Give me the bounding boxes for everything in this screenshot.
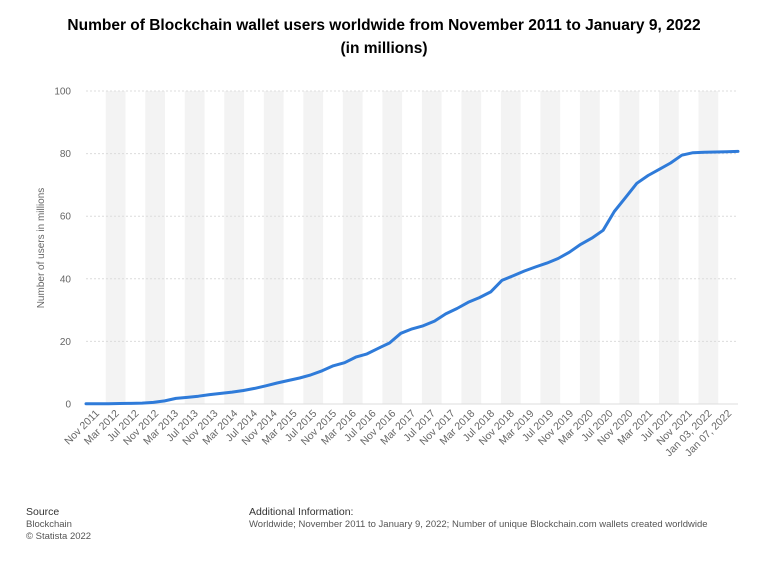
background-band	[303, 91, 324, 404]
additional-info-heading: Additional Information:	[249, 506, 354, 518]
background-band	[579, 91, 600, 404]
source-block: Source Blockchain © Statista 2022	[26, 506, 91, 543]
background-band	[382, 91, 403, 404]
additional-info-block: Additional Information: Worldwide; Novem…	[249, 506, 708, 531]
gridlines	[86, 90, 738, 405]
background-band	[263, 91, 284, 404]
background-bands	[105, 91, 719, 404]
background-band	[540, 91, 561, 404]
background-band	[421, 91, 442, 404]
source-name: Blockchain	[26, 519, 72, 530]
background-band	[342, 91, 363, 404]
series-line	[84, 149, 740, 406]
background-band	[698, 91, 719, 404]
y-tick-label: 100	[54, 87, 71, 98]
y-tick-label: 60	[60, 212, 72, 223]
background-band	[461, 91, 482, 404]
chart-title: Number of Blockchain wallet users worldw…	[0, 14, 768, 60]
y-tick-label: 20	[60, 337, 72, 348]
y-tick-label: 80	[60, 149, 72, 160]
background-band	[145, 91, 166, 404]
y-tick-label: 0	[65, 400, 71, 411]
background-band	[184, 91, 205, 404]
background-band	[224, 91, 245, 404]
background-band	[658, 91, 679, 404]
background-band	[619, 91, 640, 404]
chart-title-line-1: Number of Blockchain wallet users worldw…	[67, 17, 701, 34]
y-axis-ticks: 0 20 40 60 80 100	[54, 87, 71, 411]
background-band	[500, 91, 521, 404]
additional-info-text: Worldwide; November 2011 to January 9, 2…	[249, 519, 708, 530]
copyright: © Statista 2022	[26, 531, 92, 542]
y-tick-label: 40	[60, 274, 72, 285]
source-heading: Source	[26, 506, 60, 518]
background-band	[105, 91, 126, 404]
y-axis-label: Number of users in millions	[36, 188, 47, 309]
chart-title-line-2: (in millions)	[340, 40, 428, 57]
